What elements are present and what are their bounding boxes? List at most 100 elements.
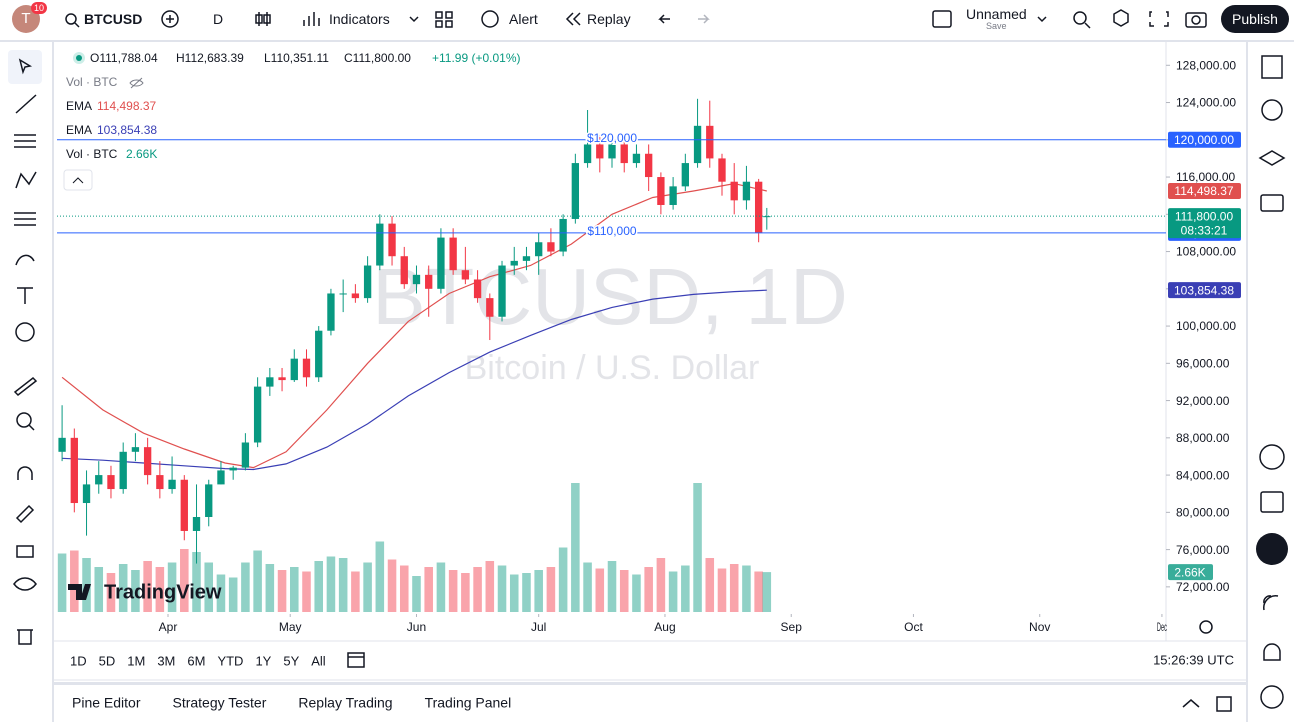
range-button[interactable]: 3M <box>157 653 175 668</box>
axes: 72,000.00 76,000.00 80,000.00 84,000.00 88,0… <box>159 58 1241 634</box>
price-line-axis-label: 120,000.00 <box>1174 133 1234 147</box>
volume-bar <box>351 571 360 612</box>
volume-bar <box>216 574 226 612</box>
range-button[interactable]: YTD <box>217 653 243 668</box>
date-range-icon[interactable] <box>347 652 365 668</box>
candle-body <box>388 223 396 257</box>
candle-body <box>400 256 408 285</box>
candle-body <box>119 451 127 490</box>
volume-axis-box <box>1168 564 1213 581</box>
y-tick-label: 88,000.00 <box>1176 431 1230 445</box>
volume-bar <box>204 562 214 612</box>
candle-body <box>412 274 421 285</box>
volume-bar <box>571 483 580 612</box>
candle-body <box>131 447 140 452</box>
ema2-value: 103,854.38 <box>97 123 157 137</box>
interval[interactable]: D <box>213 11 224 27</box>
ema2-name: EMA <box>66 123 92 137</box>
y-tick-label: 92,000.00 <box>1176 394 1230 408</box>
ema1-name: EMA <box>66 99 92 113</box>
ohlc-legend: O111,788.04 H112,683.39 L110,351.11 C111,80… <box>90 51 521 65</box>
publish-button[interactable]: Publish <box>1221 5 1289 33</box>
bottom-tab[interactable]: Strategy Tester <box>172 695 266 711</box>
volume-bar <box>180 549 189 612</box>
candle-body <box>632 153 641 164</box>
bottom-tab[interactable]: Pine Editor <box>72 695 141 711</box>
vol-title: Vol · BTC <box>66 75 118 89</box>
volume-bar <box>412 576 421 612</box>
replay-button[interactable]: Replay <box>587 11 631 27</box>
volume-bar <box>424 567 433 612</box>
candle-body <box>571 163 580 219</box>
volume-bar <box>473 567 482 612</box>
bottom-tab[interactable]: Replay Trading <box>298 695 392 711</box>
volume-bar <box>265 564 275 612</box>
y-tick-label: 96,000.00 <box>1176 356 1230 370</box>
ohlc-item: C111,800.00 <box>344 51 411 65</box>
ohlc-item: O111,788.04 <box>90 51 158 65</box>
volume-bar <box>375 541 385 612</box>
range-button[interactable]: 1D <box>70 653 87 668</box>
range-bar: 1D 5D 1M 3M 6M YTD 1Y 5Y All <box>70 653 326 668</box>
range-button[interactable]: 1Y <box>255 653 271 668</box>
volume-bar <box>338 558 348 612</box>
candle-body <box>376 223 384 266</box>
range-button[interactable]: 5D <box>99 653 116 668</box>
bottom-panel <box>54 685 1246 722</box>
top-toolbar: T 10 BTCUSD D Indicators Alert Replay Un… <box>0 0 1294 40</box>
candle-body <box>205 484 213 517</box>
candle-body <box>437 237 445 289</box>
left-tool-icons <box>8 50 42 645</box>
x-tick-label: Nov <box>1029 620 1050 634</box>
candle-body <box>143 447 152 476</box>
volume-bar <box>558 547 568 612</box>
panel-controls[interactable] <box>1182 696 1232 712</box>
candle-body <box>253 386 262 443</box>
candle-body <box>620 144 628 164</box>
x-tick-label: Jun <box>407 620 426 634</box>
settings-icon[interactable] <box>1199 620 1213 634</box>
price-line-axis-box <box>1168 131 1241 148</box>
ema-line <box>62 289 767 471</box>
logo-text: TradingView <box>104 581 222 603</box>
x-tick-label: May <box>279 620 302 634</box>
volume-bar <box>754 571 763 612</box>
candle-body <box>180 479 188 531</box>
right-sidebar <box>1248 42 1294 722</box>
ohlc-item: H112,683.39 <box>176 51 244 65</box>
volume-bar <box>277 570 287 612</box>
volume-bar <box>302 571 311 612</box>
volume-bar <box>762 572 772 612</box>
candle-body <box>363 265 372 299</box>
volume-bar <box>705 558 715 612</box>
price-line-label: $110,000 <box>587 224 636 238</box>
candle-body <box>559 218 567 252</box>
candle-body <box>718 158 726 182</box>
toolbar-icons <box>65 9 1207 29</box>
volume-bar <box>131 570 140 612</box>
range-button[interactable]: 6M <box>187 653 205 668</box>
range-button[interactable]: 5Y <box>283 653 299 668</box>
volume-bar <box>326 556 336 612</box>
candle-body <box>742 181 751 201</box>
bottom-tab[interactable]: Trading Panel <box>425 695 512 711</box>
candle-body <box>217 470 225 485</box>
legend: O111,788.04 H112,683.39 L110,351.11 C111,80… <box>63 51 521 191</box>
candle-body <box>730 181 738 201</box>
range-button[interactable]: All <box>311 653 326 668</box>
symbol[interactable]: BTCUSD <box>84 11 143 27</box>
candle-body <box>706 125 714 159</box>
candle-body <box>95 475 103 485</box>
layout-name[interactable]: Unnamed <box>966 6 1027 22</box>
x-tick-label: Oct <box>904 620 923 634</box>
range-button[interactable]: 1M <box>127 653 145 668</box>
candle-body <box>461 270 470 280</box>
alert-button[interactable]: Alert <box>509 11 538 27</box>
candle-body <box>241 442 250 468</box>
candle-body <box>302 358 311 378</box>
volume-bar <box>534 570 543 612</box>
indicators-button[interactable]: Indicators <box>329 11 390 27</box>
candle-body <box>229 467 237 471</box>
volume-bar <box>583 562 592 612</box>
